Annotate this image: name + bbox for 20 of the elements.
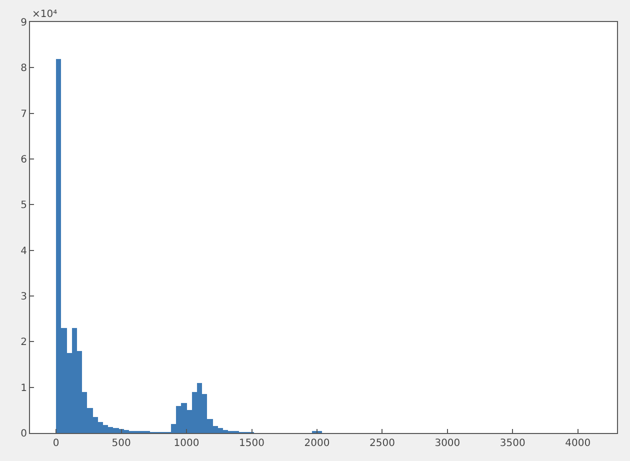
x-tick-label: 1000: [174, 438, 200, 449]
x-tick-label: 2500: [369, 438, 395, 449]
x-tick-label: 500: [112, 438, 131, 449]
y-tick-label: 9: [20, 18, 27, 28]
x-tick-label: 0: [52, 438, 60, 449]
y-tick-label: 0: [20, 428, 27, 440]
y-tick-label: 8: [20, 63, 27, 74]
x-tick-label: 3000: [434, 438, 460, 449]
y-tick-label: 6: [20, 154, 27, 166]
y-tick-label: 3: [20, 292, 27, 302]
text: ×10⁴: [32, 9, 58, 20]
y-tick-label: 4: [20, 246, 27, 257]
x-tick-label: 4000: [565, 438, 591, 449]
x-tick-label: 1500: [239, 438, 264, 449]
y-tick-label: 5: [20, 200, 27, 212]
x-tick-label: 2000: [304, 438, 330, 449]
y-tick-label: 2: [20, 337, 27, 348]
y-tick-label: 1: [20, 382, 27, 394]
x-tick-label: 3500: [500, 438, 526, 449]
y-tick-label: 7: [20, 108, 27, 120]
